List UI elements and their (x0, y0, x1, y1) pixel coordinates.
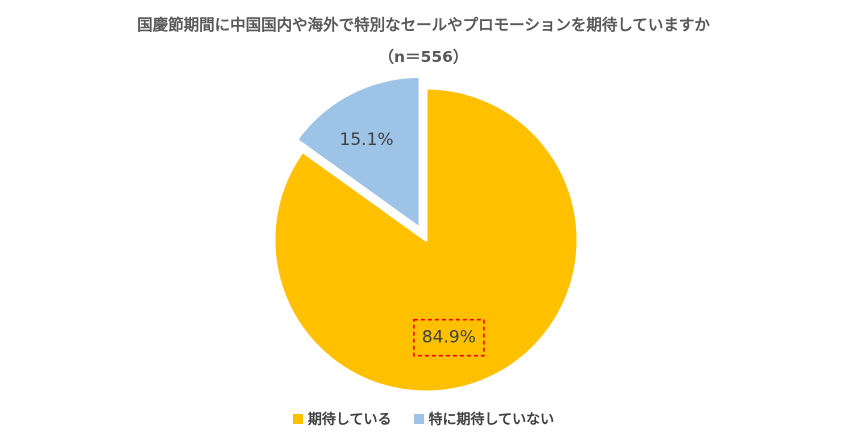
slice-data-label-0: 84.9% (422, 328, 476, 348)
pie-slice-0 (272, 86, 580, 394)
legend-swatch-not-expected (413, 414, 424, 424)
legend-swatch-expected (292, 414, 303, 424)
chart-subtitle: （n＝556） (378, 48, 469, 66)
legend-item-expected: 期待している (292, 409, 392, 429)
highlight-box (413, 318, 485, 357)
legend-label-not-expected: 特に期待していない (428, 412, 555, 428)
legend: 期待している 特に期待していない (0, 409, 847, 429)
legend-item-not-expected: 特に期待していない (413, 409, 555, 429)
slice-data-label-1: 15.1% (340, 130, 394, 150)
pie-slice-1 (295, 74, 422, 230)
chart-title: 国慶節期間に中国国内や海外で特別なセールやプロモーションを期待していますか (137, 16, 710, 34)
legend-label-expected: 期待している (307, 412, 392, 428)
